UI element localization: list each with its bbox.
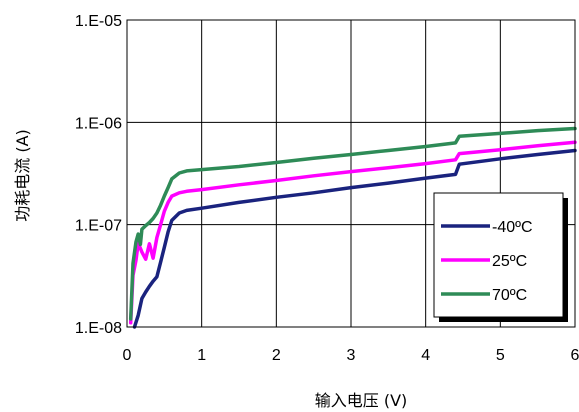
- x-tick-label: 0: [123, 347, 132, 364]
- x-tick-label: 4: [421, 347, 430, 364]
- plot-frame: [126, 19, 576, 328]
- tick-labels: 0 1 2 3 4 5 6 1.E-08 1.E-07 1.E-06 1.E-05: [75, 13, 579, 364]
- series-line-2: [128, 126, 577, 321]
- legend-box: [433, 192, 564, 318]
- legend: -40ºC 25ºC 70ºC: [433, 192, 568, 322]
- x-axis-label: 输入电压 (V): [315, 391, 408, 410]
- legend-label-2: 70ºC: [492, 287, 527, 304]
- series-lines: [128, 126, 577, 329]
- y-tick-label: 1.E-07: [75, 218, 122, 235]
- x-tick-label: 6: [571, 347, 579, 364]
- y-tick-label: 1.E-06: [75, 115, 122, 132]
- x-tick-label: 3: [347, 347, 356, 364]
- y-tick-label: 1.E-05: [75, 13, 122, 30]
- series-line-1: [128, 140, 577, 325]
- x-tick-label: 2: [272, 347, 281, 364]
- x-tick-label: 5: [496, 347, 505, 364]
- legend-label-0: -40ºC: [492, 219, 533, 236]
- x-tick-label: 1: [197, 347, 206, 364]
- legend-label-1: 25ºC: [492, 253, 527, 270]
- series-line-0: [132, 148, 577, 329]
- y-axis-label: 功耗电流 (A): [13, 129, 32, 222]
- y-tick-label: 1.E-08: [75, 320, 122, 337]
